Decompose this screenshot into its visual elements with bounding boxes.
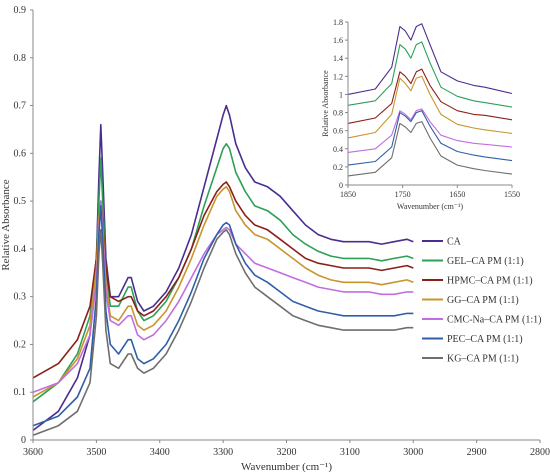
series-line-gel-ca-pm-1-1 [32,143,414,403]
inset-y-tick-label: 0.4 [333,145,343,154]
inset-series-line-series-3 [347,75,513,139]
series-line-kg-ca-pm-1-1 [32,229,414,436]
inset-x-axis-label: Wavenumber (cm⁻¹) [397,202,464,211]
inset-y-tick-label: 1.6 [333,36,343,45]
y-tick-label: 0.7 [14,101,27,112]
y-tick-label: 0.9 [14,5,27,16]
inset-series-line-series-4 [347,108,513,153]
inset-y-tick-label: 1.4 [333,54,343,63]
inset-y-tick-label: 0.6 [333,127,343,136]
inset-y-tick-label: 1.8 [333,18,343,27]
inset-x-tick-label: 1750 [395,190,411,199]
inset-background [318,10,544,220]
y-tick-label: 0.1 [14,387,27,398]
x-tick-label: 3100 [340,447,360,458]
x-tick-label: 3000 [403,447,423,458]
inset-x-tick-label: 1550 [504,190,520,199]
y-axis-label: Relative Absorbance [0,179,12,270]
x-axis-label: Wavenumber (cm⁻¹) [241,461,332,473]
y-tick-label: 0.3 [14,292,27,303]
y-tick-label: 0.4 [14,244,27,255]
legend: CA GEL–CA PM (1:1) HPMC–CA PM (1:1) GG–CA P… [422,237,541,365]
inset-x-tick-label: 1850 [340,190,356,199]
x-tick-label: 2900 [467,447,487,458]
inset-y-tick-label: 0 [339,181,343,190]
inset-y-axis-label: Relative Absorbance [321,70,330,137]
main-plot: 3600 3500 3400 3300 3200 3100 3000 2900 2800 0 0.1… [0,5,550,473]
y-tick-label: 0.8 [14,53,27,64]
legend-label-pec-ca-pm-1-1: PEC–CA PM (1:1) [447,334,523,345]
x-tick-label: 3400 [150,447,170,458]
inset-y-tick-label: 1.2 [333,72,343,81]
x-tick-label: 3300 [213,447,233,458]
inset-series-line-series-1 [347,41,513,108]
inset-series-line-series-2 [347,68,513,124]
x-tick-label: 2800 [530,447,550,458]
inset-y-tick-label: 0.8 [333,109,343,118]
inset-y-tick-label: 1 [339,90,343,99]
inset-plot: 1850 1750 1650 1550 0 0.2 0.4 0.6 0.8 1 1.2 1.4 1.6 1… [318,10,544,220]
legend-label-hpmc-ca-pm-1-1: HPMC–CA PM (1:1) [447,276,533,287]
inset-series-line-series-5 [347,110,513,166]
legend-label-gg-ca-pm-1-1: GG–CA PM (1:1) [447,295,519,306]
legend-label-ca: CA [447,237,462,248]
x-tick-label: 3500 [86,447,106,458]
legend-label-cmc-na-ca-pm-1-1: CMC-Na–CA PM (1:1) [447,315,541,326]
inset-y-tick-label: 0.2 [333,163,343,172]
series-line-ca [32,104,414,432]
inset-series-line-series-0 [347,23,513,95]
y-tick-label: 0 [21,435,26,446]
y-tick-label: 0.5 [14,196,27,207]
inset-x-tick-label: 1650 [449,190,465,199]
series-line-pec-ca-pm-1-1 [32,205,414,427]
x-tick-label: 3600 [23,447,43,458]
legend-label-gel-ca-pm-1-1: GEL–CA PM (1:1) [447,256,524,267]
y-tick-label: 0.2 [14,339,27,350]
x-tick-label: 3200 [277,447,297,458]
legend-label-kg-ca-pm-1-1: KG–CA PM (1:1) [447,354,519,365]
y-tick-label: 0.6 [14,148,27,159]
inset-series-line-series-6 [347,121,513,177]
